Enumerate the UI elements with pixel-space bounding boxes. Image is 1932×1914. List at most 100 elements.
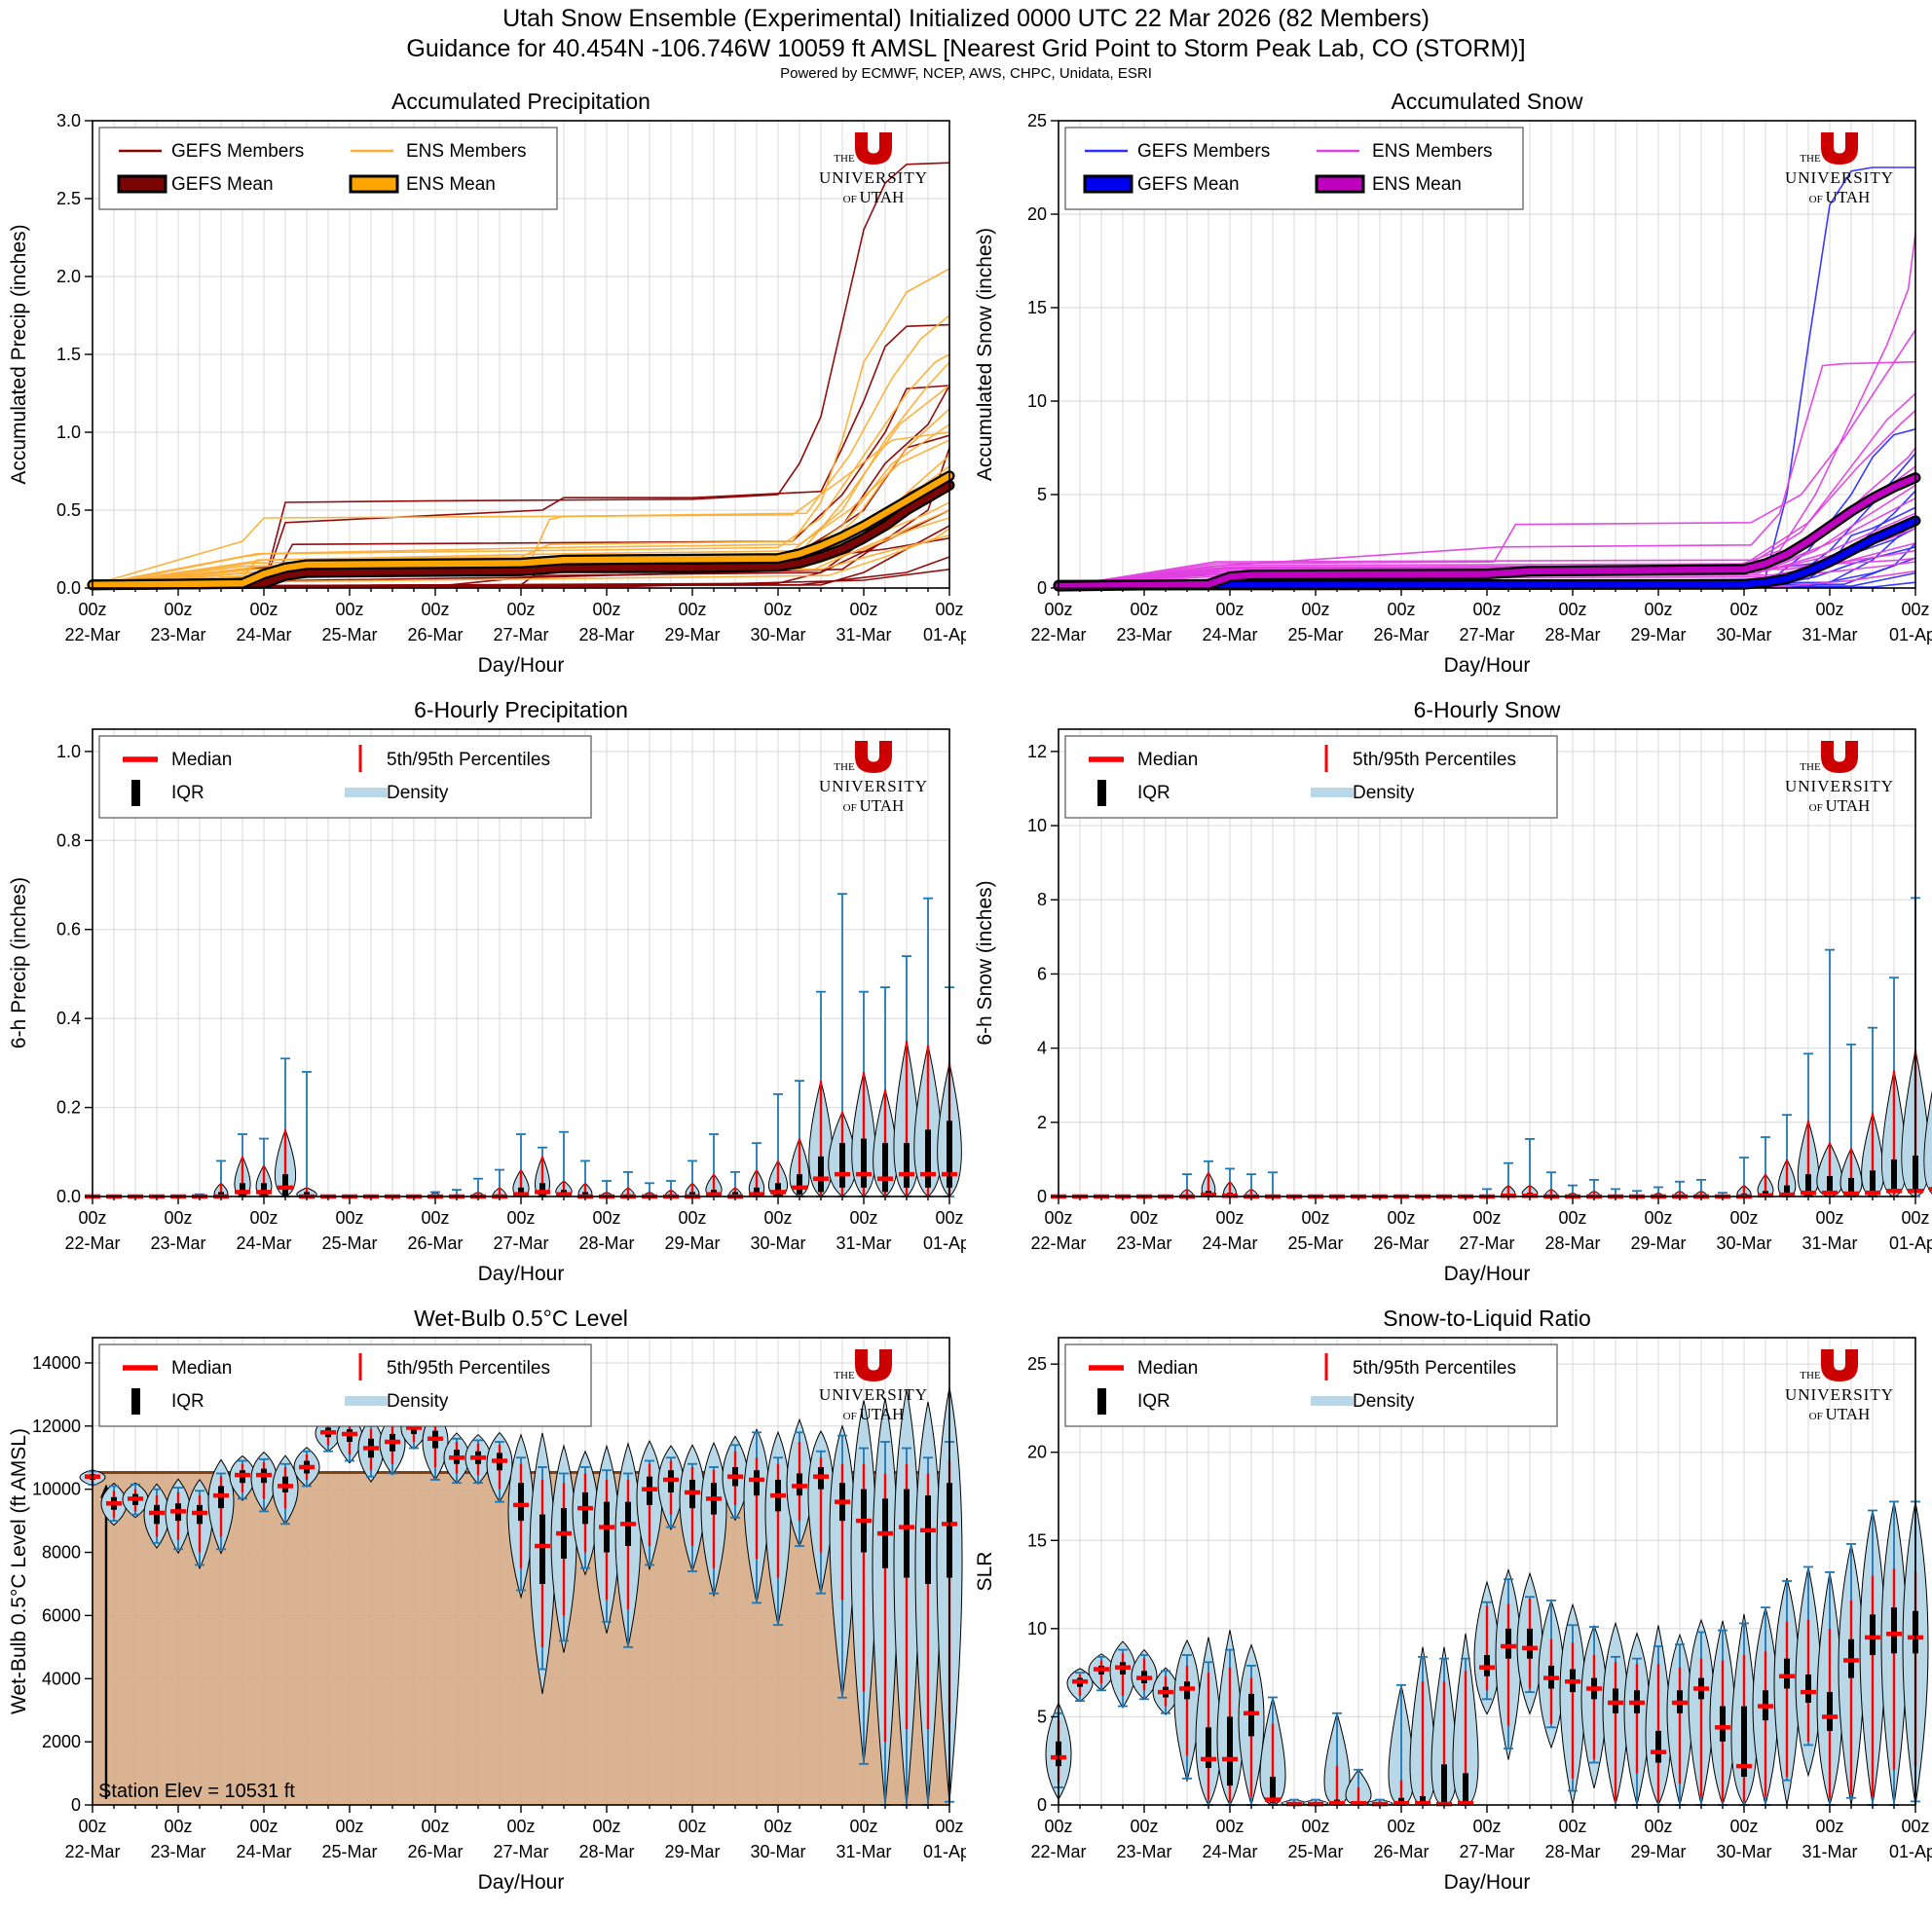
svg-text:ENS Mean: ENS Mean xyxy=(1372,174,1462,195)
svg-text:Accumulated Snow (inches): Accumulated Snow (inches) xyxy=(974,228,996,481)
svg-text:26-Mar: 26-Mar xyxy=(1373,625,1429,644)
svg-text:00z: 00z xyxy=(592,1817,620,1836)
svg-text:5: 5 xyxy=(1037,1707,1047,1726)
svg-text:00z: 00z xyxy=(763,1208,792,1228)
svg-text:IQR: IQR xyxy=(1137,1391,1170,1412)
svg-text:8000: 8000 xyxy=(42,1543,81,1563)
svg-text:27-Mar: 27-Mar xyxy=(493,625,548,644)
svg-text:OF UTAH: OF UTAH xyxy=(1809,796,1871,815)
svg-text:26-Mar: 26-Mar xyxy=(1373,1842,1429,1861)
svg-text:28-Mar: 28-Mar xyxy=(1544,1842,1600,1861)
svg-text:31-Mar: 31-Mar xyxy=(1802,1233,1857,1253)
svg-text:0.2: 0.2 xyxy=(56,1098,81,1118)
chart-accumulated-precipitation: 0.0 0.5 1.0 1.5 2.0 2.5 3.0 00z 22-Mar 00z 23-Mar 0… xyxy=(0,84,976,692)
svg-text:28-Mar: 28-Mar xyxy=(1544,625,1600,644)
svg-text:Median: Median xyxy=(1137,1358,1198,1379)
svg-text:25-Mar: 25-Mar xyxy=(321,625,377,644)
svg-text:00z: 00z xyxy=(1729,600,1758,619)
svg-text:0.4: 0.4 xyxy=(56,1009,81,1028)
svg-text:00z: 00z xyxy=(678,600,706,619)
svg-text:15: 15 xyxy=(1027,1530,1047,1550)
svg-text:OF UTAH: OF UTAH xyxy=(1809,188,1871,206)
svg-text:01-Apr: 01-Apr xyxy=(1889,1842,1932,1861)
svg-text:00z: 00z xyxy=(1815,1208,1843,1228)
svg-text:25-Mar: 25-Mar xyxy=(321,1842,377,1861)
svg-text:25-Mar: 25-Mar xyxy=(321,1233,377,1253)
svg-text:31-Mar: 31-Mar xyxy=(1802,625,1857,644)
svg-text:Median: Median xyxy=(171,750,232,770)
svg-text:00z: 00z xyxy=(763,1817,792,1836)
svg-text:OF UTAH: OF UTAH xyxy=(1809,1405,1871,1423)
svg-text:01-Apr: 01-Apr xyxy=(923,1842,966,1861)
svg-text:28-Mar: 28-Mar xyxy=(578,1842,634,1861)
svg-text:THE: THE xyxy=(834,761,855,773)
svg-text:00z: 00z xyxy=(1387,1208,1415,1228)
svg-text:23-Mar: 23-Mar xyxy=(1116,1233,1171,1253)
svg-text:00z: 00z xyxy=(849,600,877,619)
svg-text:ENS Mean: ENS Mean xyxy=(406,174,496,195)
svg-text:22-Mar: 22-Mar xyxy=(64,1233,120,1253)
wet-bulb-level-plot: Station Elev = 10531 ft 0 2000 4000 6000 8000… xyxy=(8,1306,976,1894)
svg-text:30-Mar: 30-Mar xyxy=(1716,1842,1771,1861)
svg-text:Day/Hour: Day/Hour xyxy=(1444,1871,1531,1894)
svg-text:00z: 00z xyxy=(1558,1208,1586,1228)
page-title: Utah Snow Ensemble (Experimental) Initia… xyxy=(502,5,1430,32)
svg-text:Wet-Bulb 0.5°C Level (ft AMSL): Wet-Bulb 0.5°C Level (ft AMSL) xyxy=(8,1428,30,1714)
svg-text:2000: 2000 xyxy=(42,1732,81,1751)
svg-text:27-Mar: 27-Mar xyxy=(1459,1233,1514,1253)
svg-text:23-Mar: 23-Mar xyxy=(1116,625,1171,644)
svg-text:30-Mar: 30-Mar xyxy=(750,1842,805,1861)
svg-text:25: 25 xyxy=(1027,1354,1047,1374)
svg-text:UNIVERSITY: UNIVERSITY xyxy=(819,168,928,187)
svg-text:GEFS Members: GEFS Members xyxy=(1137,141,1270,162)
svg-text:2: 2 xyxy=(1037,1113,1047,1132)
svg-text:00z: 00z xyxy=(164,600,192,619)
svg-text:00z: 00z xyxy=(1558,1817,1586,1836)
svg-text:5th/95th Percentiles: 5th/95th Percentiles xyxy=(1353,750,1516,770)
svg-text:0: 0 xyxy=(1037,1795,1047,1815)
chart-6-hourly-snow: 0 2 4 6 8 10 12 00z 22-Mar 00z 23-Mar 00z 24-Mar 00z 2… xyxy=(966,692,1932,1301)
svg-text:00z: 00z xyxy=(1215,600,1244,619)
svg-text:00z: 00z xyxy=(763,600,792,619)
svg-text:27-Mar: 27-Mar xyxy=(1459,625,1514,644)
svg-text:UNIVERSITY: UNIVERSITY xyxy=(819,1385,928,1404)
svg-text:00z: 00z xyxy=(335,1208,363,1228)
svg-text:00z: 00z xyxy=(335,1817,363,1836)
svg-text:00z: 00z xyxy=(249,1208,278,1228)
svg-text:6-h Precip (inches): 6-h Precip (inches) xyxy=(8,877,30,1049)
svg-text:00z: 00z xyxy=(164,1817,192,1836)
svg-text:GEFS Mean: GEFS Mean xyxy=(171,174,274,195)
page-credits: Powered by ECMWF, NCEP, AWS, CHPC, Unida… xyxy=(780,65,1152,82)
svg-text:24-Mar: 24-Mar xyxy=(236,1842,291,1861)
svg-text:Density: Density xyxy=(1353,783,1415,803)
svg-text:31-Mar: 31-Mar xyxy=(1802,1842,1857,1861)
svg-text:00z: 00z xyxy=(1644,600,1672,619)
snow-to-liquid-ratio-plot: 0 5 10 15 20 25 00z 22-Mar 00z 23-Mar 00z 24-Mar 00z… xyxy=(974,1306,1932,1894)
page-header: Utah Snow Ensemble (Experimental) Initia… xyxy=(0,4,1932,83)
svg-text:10000: 10000 xyxy=(32,1480,81,1499)
svg-text:28-Mar: 28-Mar xyxy=(578,1233,634,1253)
svg-text:12000: 12000 xyxy=(32,1417,81,1436)
svg-text:00z: 00z xyxy=(1044,1817,1072,1836)
svg-text:24-Mar: 24-Mar xyxy=(1202,1233,1257,1253)
svg-text:00z: 00z xyxy=(1301,1817,1329,1836)
svg-text:00z: 00z xyxy=(1901,1208,1929,1228)
svg-text:25-Mar: 25-Mar xyxy=(1287,1233,1343,1253)
svg-text:00z: 00z xyxy=(1472,1208,1501,1228)
svg-text:10: 10 xyxy=(1027,816,1047,835)
accumulated-snow-plot: 0 5 10 15 20 25 00z 22-Mar 00z 23-Mar 00z 24-Mar 00z… xyxy=(974,89,1932,677)
svg-text:IQR: IQR xyxy=(1137,783,1170,803)
svg-text:28-Mar: 28-Mar xyxy=(578,625,634,644)
svg-text:00z: 00z xyxy=(935,1817,963,1836)
svg-text:23-Mar: 23-Mar xyxy=(150,1842,205,1861)
svg-text:00z: 00z xyxy=(935,1208,963,1228)
svg-text:00z: 00z xyxy=(506,600,535,619)
svg-text:THE: THE xyxy=(1800,153,1821,165)
svg-text:4: 4 xyxy=(1037,1039,1047,1058)
svg-text:00z: 00z xyxy=(592,600,620,619)
six-hourly-precipitation-plot: 0.0 0.2 0.4 0.6 0.8 1.0 00z 22-Mar 00z 23-Mar 00z 2… xyxy=(8,697,976,1285)
svg-text:00z: 00z xyxy=(1301,600,1329,619)
svg-text:00z: 00z xyxy=(1215,1208,1244,1228)
svg-text:00z: 00z xyxy=(1472,1817,1501,1836)
chart-wet-bulb-level: Station Elev = 10531 ft 0 2000 4000 6000 8000… xyxy=(0,1301,976,1909)
